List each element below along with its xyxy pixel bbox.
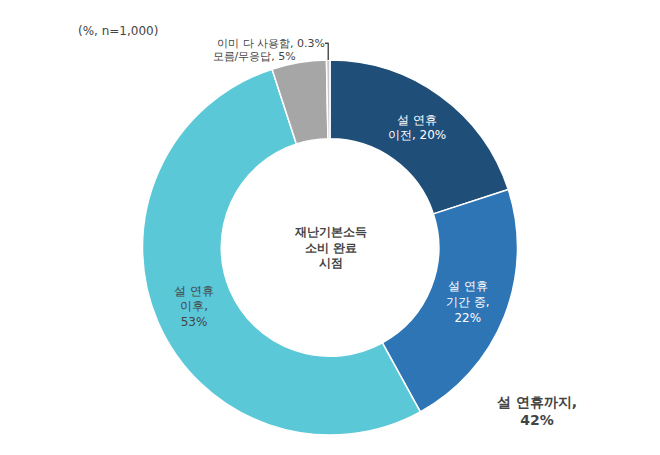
svg-text:설 연휴까지,42%: 설 연휴까지,42% <box>497 394 577 428</box>
svg-text:모름/무응답, 5%: 모름/무응답, 5% <box>213 50 296 63</box>
svg-text:설 연휴이후,53%: 설 연휴이후,53% <box>174 284 214 329</box>
svg-text:설 연휴기간 중,22%: 설 연휴기간 중,22% <box>446 279 490 324</box>
svg-text:설 연휴이전, 20%: 설 연휴이전, 20% <box>388 113 446 143</box>
svg-text:(%, n=1,000): (%, n=1,000) <box>78 24 158 38</box>
svg-text:재난기본소득소비 완료시점: 재난기본소득소비 완료시점 <box>294 225 367 270</box>
svg-text:이미 다 사용함, 0.3%: 이미 다 사용함, 0.3% <box>217 37 325 50</box>
